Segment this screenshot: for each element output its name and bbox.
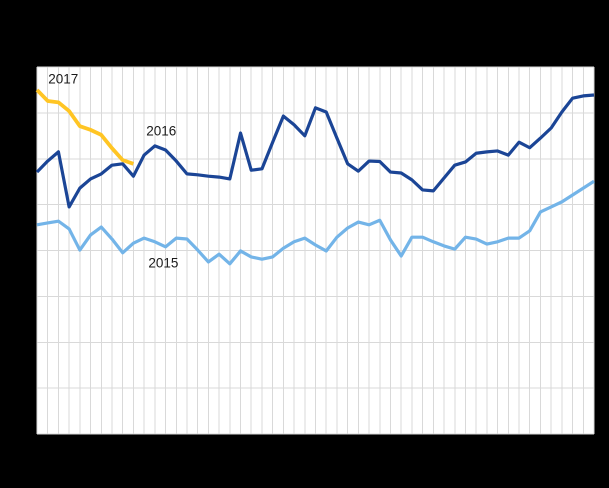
series-line-2017	[35, 88, 135, 166]
gridlines	[36, 66, 595, 435]
series-line-2016	[35, 93, 595, 209]
series-line-2015	[36, 179, 595, 266]
series-label-2015: 2015	[148, 255, 178, 270]
series-label-2017: 2017	[48, 71, 78, 86]
series-label-2016: 2016	[146, 124, 176, 139]
